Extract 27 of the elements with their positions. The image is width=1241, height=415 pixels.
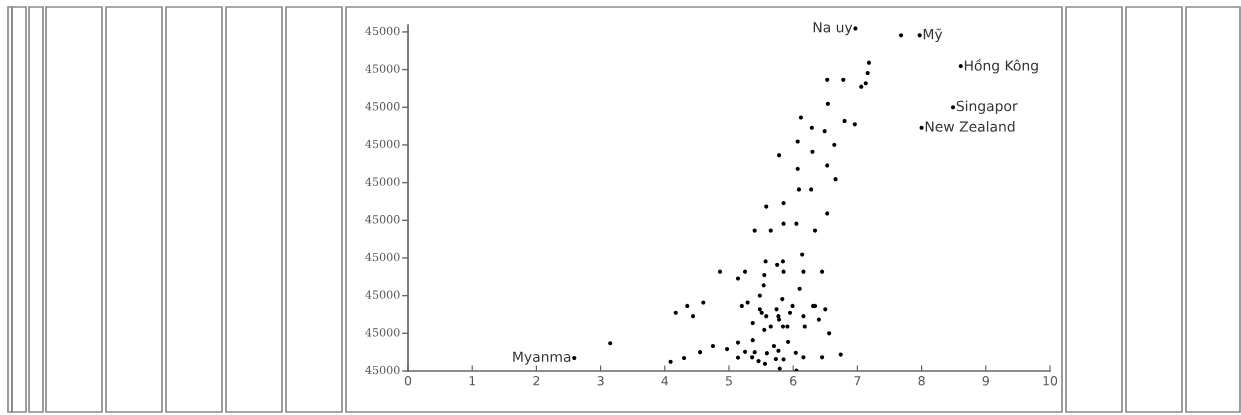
text: 45000	[365, 215, 400, 224]
x-tick-label: 9	[982, 376, 989, 386]
annotation: New Zealand	[925, 121, 1015, 132]
text: 45000	[365, 64, 400, 73]
text: 45000	[365, 139, 400, 149]
text: 45000	[365, 26, 400, 36]
text: 45000	[365, 102, 400, 111]
x-tick-label: 1	[469, 376, 476, 386]
x-tick-label: 2	[533, 376, 540, 386]
annotation: Singapor	[956, 100, 1018, 114]
text: 45000	[365, 365, 400, 375]
x-tick-label: 3	[597, 376, 604, 386]
annotation: Hồng Kông	[964, 58, 1038, 74]
text: 45000	[365, 177, 400, 186]
annotation: Na uy	[813, 22, 853, 36]
text: 45000	[365, 290, 400, 299]
text: 45000	[365, 252, 400, 262]
x-tick-label: 0	[404, 376, 412, 386]
x-tick-label: 4	[661, 376, 669, 386]
x-tick-label: 6	[790, 376, 797, 386]
x-tick-label: 5	[725, 376, 732, 386]
x-tick-label: 10	[1043, 376, 1058, 386]
annotation: Mỹ	[923, 28, 943, 43]
x-tick-label: 8	[918, 376, 925, 386]
annotation: Myanma	[513, 351, 571, 365]
text: 45000	[365, 328, 400, 337]
x-tick-label: 7	[854, 376, 861, 386]
